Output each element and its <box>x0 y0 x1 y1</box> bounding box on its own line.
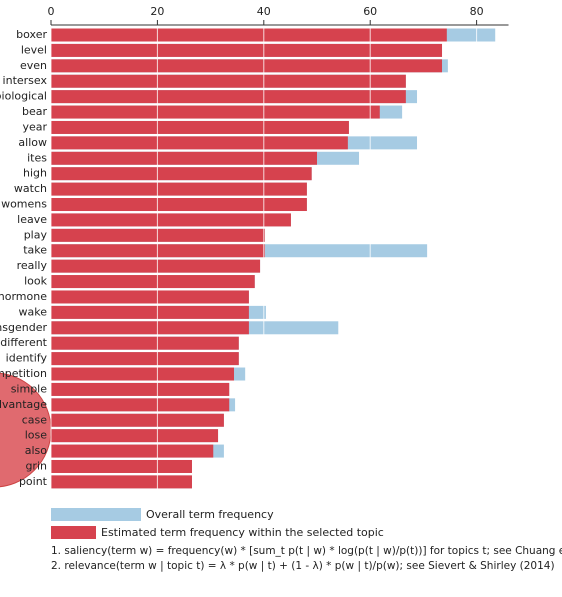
y-tick-label: high <box>23 167 47 180</box>
y-tick-label: boxer <box>16 28 47 41</box>
y-tick-label: different <box>0 336 47 349</box>
y-tick-label: hormone <box>0 290 47 303</box>
bar <box>51 459 192 473</box>
y-tick-label: case <box>22 413 48 426</box>
y-tick-label: play <box>24 228 48 241</box>
y-tick-label: year <box>22 120 47 133</box>
y-tick-label: mpetition <box>0 367 47 380</box>
bar <box>51 336 239 350</box>
legend-swatch <box>51 526 96 539</box>
y-tick-label: level <box>21 43 47 56</box>
bar <box>51 43 443 57</box>
y-tick-label: simple <box>11 382 48 395</box>
bar <box>51 352 239 366</box>
y-tick-label: watch <box>14 182 47 195</box>
y-tick-label: intersex <box>3 74 48 87</box>
y-tick-label: leave <box>17 213 47 226</box>
y-tick-label: grin <box>25 459 47 472</box>
legend-label: Overall term frequency <box>146 508 274 521</box>
bar <box>51 213 291 227</box>
y-tick-label: ites <box>27 151 47 164</box>
bar <box>51 136 348 150</box>
bar <box>51 305 249 319</box>
bar <box>51 59 443 73</box>
y-tick-label: womens <box>1 198 47 211</box>
y-tick-label: also <box>25 444 48 457</box>
bar <box>51 182 307 196</box>
y-tick-label: look <box>24 275 48 288</box>
y-tick-label: even <box>20 59 47 72</box>
y-tick-label: ansgender <box>0 321 47 334</box>
y-tick-label: take <box>23 244 47 257</box>
y-tick-label: identify <box>6 352 48 365</box>
y-tick-label: really <box>17 259 48 272</box>
y-tick-label: bear <box>22 105 47 118</box>
x-tick-label: 60 <box>363 5 377 18</box>
bar <box>51 28 447 42</box>
x-tick-label: 80 <box>470 5 484 18</box>
bar <box>51 382 230 396</box>
y-tick-label: point <box>19 475 48 488</box>
y-tick-label: biological <box>0 90 47 103</box>
bar <box>51 290 249 304</box>
footnote: 1. saliency(term w) = frequency(w) * [su… <box>51 545 562 557</box>
bar <box>51 413 224 427</box>
footnote: 2. relevance(term w | topic t) = λ * p(w… <box>51 560 555 572</box>
y-tick-label: allow <box>18 136 47 149</box>
bar <box>51 167 312 181</box>
plot: boxer level even intersex biological bear year… <box>0 5 509 539</box>
y-tick-label: wake <box>19 305 48 318</box>
bar <box>51 120 349 134</box>
bar <box>51 90 406 104</box>
x-tick-label: 40 <box>257 5 271 18</box>
x-tick-label: 20 <box>150 5 164 18</box>
bar <box>51 321 249 335</box>
bar <box>51 151 317 165</box>
legend-label: Estimated term frequency within the sele… <box>101 526 384 539</box>
legend-swatch <box>51 508 141 521</box>
bar <box>51 74 406 88</box>
y-tick-label: advantage <box>0 398 47 411</box>
bar <box>51 429 219 443</box>
bar <box>51 475 192 489</box>
bar <box>51 198 307 212</box>
bar <box>51 105 380 119</box>
bar <box>51 444 214 458</box>
bar <box>51 367 235 381</box>
x-tick-label: 0 <box>48 5 55 18</box>
bar <box>51 244 265 258</box>
bar <box>51 398 230 412</box>
bar <box>51 228 265 242</box>
bar <box>51 259 261 273</box>
bar <box>51 275 255 289</box>
y-tick-label: lose <box>25 429 48 442</box>
